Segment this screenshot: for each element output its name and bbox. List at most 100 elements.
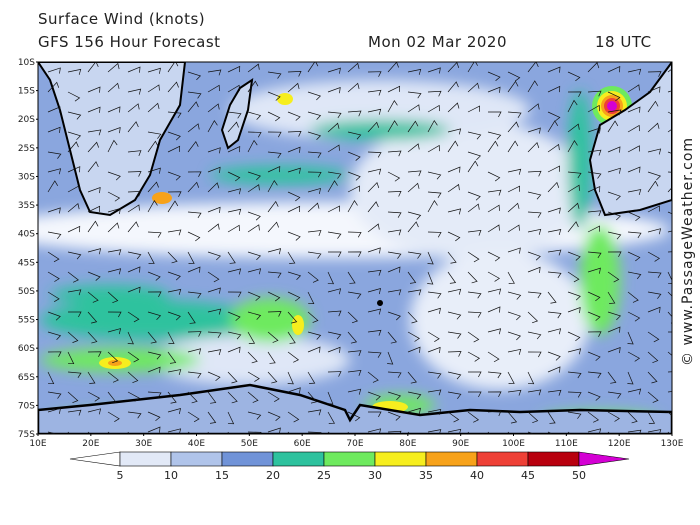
wind-barb (87, 106, 101, 113)
wind-barb (487, 86, 501, 93)
wind-barb (267, 248, 282, 255)
wind-barb (47, 291, 60, 303)
wind-barb (107, 82, 120, 93)
wind-barb (207, 147, 221, 154)
wind-barb (87, 62, 99, 73)
wind-barb (327, 346, 341, 353)
wind-barb (207, 308, 222, 315)
wind-barb (567, 140, 578, 153)
colorbar-segment (119, 451, 172, 467)
wind-barb (527, 311, 539, 324)
wind-barb (67, 371, 82, 379)
wind-barb (327, 331, 342, 340)
wind-barb (507, 311, 521, 321)
wind-barb (407, 182, 420, 193)
wind-barb (367, 89, 382, 96)
wind-barb (587, 351, 601, 361)
wind-barb (227, 171, 241, 182)
wind-barb (567, 202, 580, 213)
lon-label: 90E (452, 439, 469, 449)
wind-barb (367, 201, 379, 213)
wind-barb (507, 411, 518, 424)
wind-barb (487, 111, 502, 118)
wind-barb (287, 387, 301, 394)
wind-barb (367, 121, 380, 133)
wind-barb (647, 371, 658, 384)
wind-barb (667, 187, 672, 193)
wind-barb (467, 391, 482, 398)
wind-barb (427, 429, 442, 434)
wind-barb (627, 124, 640, 133)
wind-barb (107, 222, 120, 233)
wind-barb (647, 391, 659, 403)
wind-barb (647, 180, 659, 193)
wind-barb (327, 391, 334, 405)
wind-barb (287, 251, 296, 264)
wind-barb (227, 346, 241, 353)
wind-barb (467, 331, 480, 343)
wind-barb (187, 266, 201, 273)
wind-barb (307, 291, 315, 304)
wind-barb (367, 108, 382, 115)
wind-barb (267, 291, 281, 302)
wind-barb (267, 311, 282, 317)
subtitle: GFS 156 Hour Forecast (38, 33, 221, 51)
wind-barb (207, 371, 221, 381)
wind-barb (527, 411, 539, 424)
wind-barb (207, 166, 221, 173)
wind-barb (487, 410, 502, 417)
wind-barb (387, 411, 401, 421)
wind-barb (67, 111, 82, 120)
wind-barb (387, 311, 401, 321)
colorbar-label: 15 (215, 469, 229, 482)
wind-barb (407, 407, 421, 414)
wind-barb (267, 391, 280, 403)
wind-barb (227, 208, 242, 215)
wind-barb (147, 102, 160, 113)
wind-barb (47, 407, 61, 414)
wind-barb (367, 411, 382, 418)
wind-barb (407, 251, 422, 259)
wind-barb (127, 311, 140, 323)
wind-barb (607, 271, 620, 283)
wind-barb (107, 411, 120, 422)
wind-barb (87, 291, 99, 303)
wind-field (38, 62, 672, 434)
wind-barb (247, 224, 260, 233)
colorbar-label: 50 (572, 469, 586, 482)
wind-barb (607, 251, 622, 258)
wind-barb (347, 331, 358, 344)
wind-barb (607, 346, 621, 354)
wind-barb (47, 151, 62, 159)
lat-label: 65S (18, 373, 35, 383)
wind-barb (147, 366, 161, 373)
wind-barb (467, 371, 482, 378)
wind-barb (247, 211, 261, 221)
wind-barb (367, 288, 381, 295)
wind-barb (107, 62, 120, 73)
wind-barb (367, 269, 382, 276)
wind-barb (327, 411, 335, 424)
wind-barb (327, 251, 342, 258)
wind-barb (467, 229, 482, 236)
lon-label: 80E (399, 439, 416, 449)
wind-barb (627, 311, 641, 322)
wind-barb (107, 351, 119, 364)
wind-barb (547, 207, 561, 214)
wind-barb (207, 103, 220, 113)
wind-barb (607, 146, 621, 153)
wind-barb (587, 311, 601, 321)
wind-barb (87, 248, 102, 255)
wind-barb (407, 91, 422, 99)
wind-barb (427, 200, 438, 213)
wind-barb (187, 211, 202, 219)
wind-barb (187, 291, 202, 299)
wind-barb (207, 287, 221, 294)
colorbar-segment (170, 451, 223, 467)
wind-barb (307, 230, 322, 236)
wind-barb (267, 331, 279, 343)
wind-barb (487, 251, 501, 262)
lat-label: 70S (18, 401, 35, 411)
wind-barb (407, 221, 419, 233)
wind-barb (427, 291, 442, 299)
